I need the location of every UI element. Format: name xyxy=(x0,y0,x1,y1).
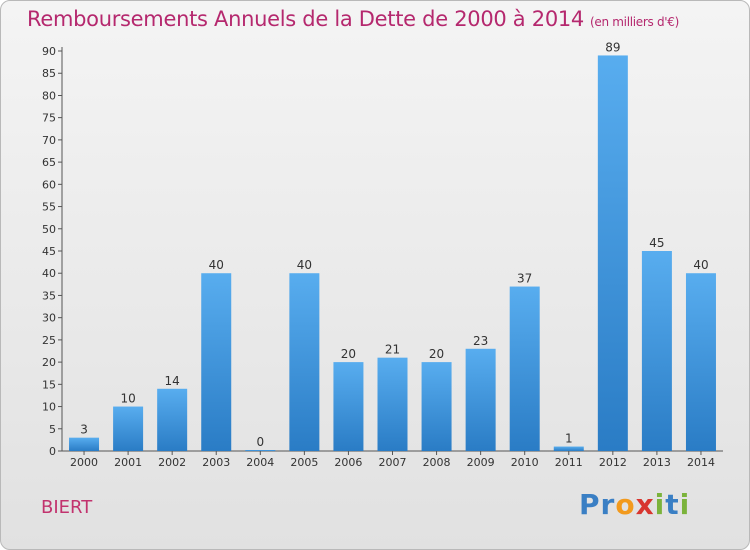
commune-name: BIERT xyxy=(41,497,93,518)
proxiti-logo: Proxiti xyxy=(579,488,690,521)
y-tick-label: 65 xyxy=(42,156,56,169)
y-tick-label: 30 xyxy=(42,312,56,325)
x-tick-label: 2010 xyxy=(511,456,539,469)
x-tick-label: 2003 xyxy=(202,456,230,469)
x-tick-label: 2009 xyxy=(467,456,495,469)
bar xyxy=(641,251,672,451)
logo-part: Pr xyxy=(579,488,616,521)
x-tick-label: 2008 xyxy=(423,456,451,469)
x-tick-label: 2005 xyxy=(290,456,318,469)
bar xyxy=(509,286,540,451)
data-label: 20 xyxy=(341,347,356,361)
bar xyxy=(685,273,716,451)
bar xyxy=(113,406,144,451)
x-tick-label: 2002 xyxy=(158,456,186,469)
data-label: 3 xyxy=(80,423,88,437)
x-tick-label: 2013 xyxy=(643,456,671,469)
y-tick-label: 55 xyxy=(42,201,56,214)
y-tick-label: 50 xyxy=(42,223,56,236)
x-tick-label: 2007 xyxy=(379,456,407,469)
y-tick-label: 80 xyxy=(42,89,56,102)
y-tick-label: 45 xyxy=(42,245,56,258)
x-tick-label: 2011 xyxy=(555,456,583,469)
logo-part: o xyxy=(615,488,636,521)
y-tick-label: 35 xyxy=(42,289,56,302)
bar xyxy=(201,273,232,451)
bars xyxy=(69,55,716,451)
data-label: 0 xyxy=(256,435,264,449)
bar xyxy=(69,437,100,451)
data-label: 10 xyxy=(120,392,135,406)
y-tick-label: 10 xyxy=(42,401,56,414)
data-label: 40 xyxy=(209,258,224,272)
data-label: 37 xyxy=(517,272,532,286)
data-label: 21 xyxy=(385,343,400,357)
data-label: 40 xyxy=(297,258,312,272)
y-tick-label: 70 xyxy=(42,134,56,147)
logo-part: t xyxy=(665,488,680,521)
bar xyxy=(377,357,408,451)
bar xyxy=(245,450,276,451)
x-tick-label: 2004 xyxy=(246,456,274,469)
y-tick-label: 60 xyxy=(42,178,56,191)
bar xyxy=(465,348,496,451)
bar xyxy=(157,388,188,451)
bar xyxy=(333,362,364,451)
bar xyxy=(597,55,628,451)
x-tick-label: 2012 xyxy=(599,456,627,469)
bar xyxy=(553,446,584,451)
data-label: 1 xyxy=(565,432,573,446)
y-tick-label: 15 xyxy=(42,378,56,391)
y-tick-label: 40 xyxy=(42,267,56,280)
data-labels: 3 10 14 40 0 40 20 21 20 23 37 1 89 45 40 xyxy=(80,40,708,449)
y-tick-label: 85 xyxy=(42,67,56,80)
y-tick-label: 5 xyxy=(49,423,56,436)
logo-part: i xyxy=(654,488,666,521)
axes: 0510152025303540455055606570758085902000… xyxy=(42,45,723,469)
data-label: 40 xyxy=(693,258,708,272)
data-label: 14 xyxy=(165,374,180,388)
x-tick-label: 2006 xyxy=(334,456,362,469)
y-tick-label: 75 xyxy=(42,112,56,125)
chart-title: Remboursements Annuels de la Dette de 20… xyxy=(27,7,679,31)
x-tick-label: 2014 xyxy=(687,456,715,469)
logo-part: x xyxy=(635,488,655,521)
y-tick-label: 20 xyxy=(42,356,56,369)
logo-part: i xyxy=(679,488,691,521)
x-tick-label: 2000 xyxy=(70,456,98,469)
chart-unit: (en milliers d'€) xyxy=(590,15,680,29)
data-label: 23 xyxy=(473,334,488,348)
bar xyxy=(289,273,320,451)
data-label: 89 xyxy=(605,40,620,54)
x-tick-label: 2001 xyxy=(114,456,142,469)
y-tick-label: 90 xyxy=(42,45,56,58)
data-label: 45 xyxy=(649,236,664,250)
bar xyxy=(421,362,452,451)
chart-title-text: Remboursements Annuels de la Dette de 20… xyxy=(27,7,584,31)
data-label: 20 xyxy=(429,347,444,361)
y-tick-label: 25 xyxy=(42,334,56,347)
y-tick-label: 0 xyxy=(49,445,56,458)
